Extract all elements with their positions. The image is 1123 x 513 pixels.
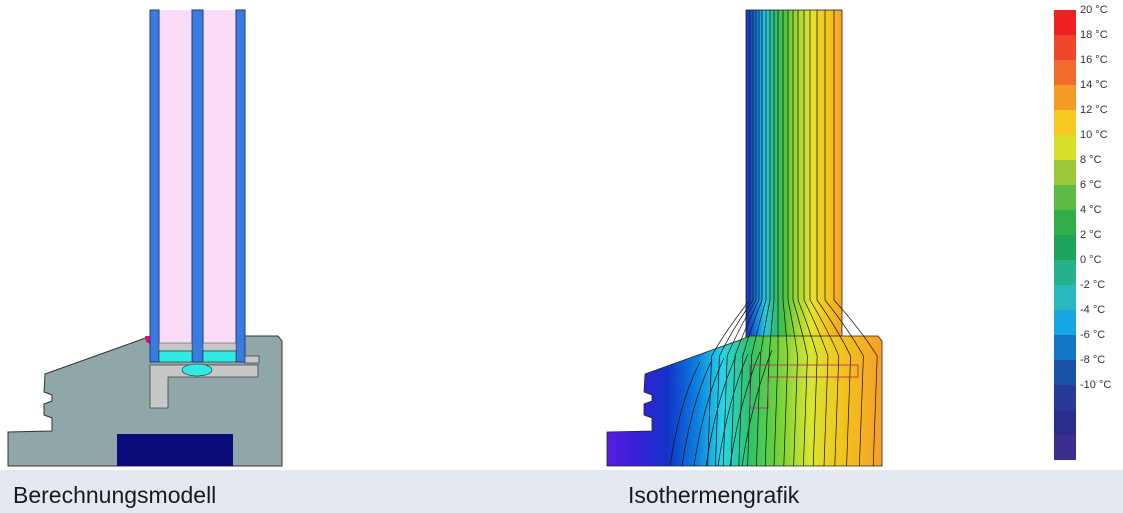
calculation-model-panel — [0, 0, 560, 470]
edge-seal-right — [202, 342, 237, 352]
isotherm-line — [792, 10, 808, 467]
calculation-model-drawing — [7, 9, 283, 467]
isotherm-line — [787, 10, 798, 467]
isotherm-line — [803, 10, 829, 467]
scale-swatch — [1054, 160, 1076, 185]
scale-label: -2 °C — [1080, 279, 1106, 291]
scale-swatch — [1054, 260, 1076, 285]
scale-swatch — [1054, 60, 1076, 85]
isotherm-line — [756, 10, 771, 467]
isotherm-line — [681, 359, 713, 467]
insulation-core — [117, 434, 233, 466]
scale-label: 4 °C — [1080, 204, 1102, 216]
scale-swatch — [1054, 310, 1076, 335]
isotherm-line — [715, 10, 754, 467]
scale-label: -10 °C — [1080, 379, 1112, 391]
isotherm-line — [782, 10, 789, 467]
scale-swatch — [1054, 85, 1076, 110]
setting-block — [181, 363, 213, 377]
isotherm-line — [816, 10, 851, 467]
scale-swatch — [1054, 335, 1076, 360]
scale-label: -6 °C — [1080, 329, 1106, 341]
isotherm-drawing — [606, 9, 883, 467]
isotherm-line — [824, 10, 864, 467]
scale-label: -8 °C — [1080, 354, 1106, 366]
isotherm-lines — [669, 10, 878, 467]
isotherm-line — [722, 10, 757, 467]
isotherm-line — [747, 10, 767, 467]
scale-label: 16 °C — [1080, 54, 1108, 66]
isotherm-line — [729, 351, 761, 467]
gas-cavity-left — [159, 10, 192, 346]
isotherm-line — [717, 353, 749, 467]
isotherm-line — [705, 355, 737, 467]
spacer-left — [158, 350, 193, 363]
scale-label: 14 °C — [1080, 79, 1108, 91]
scale-label: 12 °C — [1080, 104, 1108, 116]
scale-swatch — [1054, 110, 1076, 135]
isotherm-line — [707, 10, 751, 467]
caption-isotherm-graphic: Isothermengrafik — [628, 482, 800, 508]
scale-label: 18 °C — [1080, 29, 1108, 41]
caption-calculation-model: Berechnungsmodell — [13, 482, 217, 508]
scale-swatch — [1054, 385, 1076, 410]
isotherm-line — [693, 357, 725, 467]
isotherm-line — [730, 10, 760, 467]
isotherm-glazing-outline — [749, 364, 859, 409]
scale-label: 6 °C — [1080, 179, 1102, 191]
isotherm-line — [797, 10, 818, 467]
spacer-right — [202, 350, 237, 363]
isotherm-frame-region — [606, 335, 883, 467]
scale-label: 20 °C — [1080, 4, 1108, 16]
scale-swatch — [1054, 235, 1076, 260]
scale-swatch — [1054, 210, 1076, 235]
caption-bar: Berechnungsmodell Isothermengrafik — [0, 470, 1123, 513]
scale-swatch — [1054, 10, 1076, 35]
scale-label: 10 °C — [1080, 129, 1108, 141]
scale-swatch — [1054, 360, 1076, 385]
glazing-support-profile — [149, 364, 259, 409]
isotherm-line — [741, 349, 773, 467]
glass-pane-inner — [235, 9, 246, 363]
edge-seal-left — [158, 342, 193, 352]
scale-label: 2 °C — [1080, 229, 1102, 241]
temperature-scale: 20 °C 18 °C 16 °C 14 °C 12 °C 10 °C 8 °C 6 °C 4 … — [1054, 4, 1123, 460]
isotherm-line — [833, 10, 878, 467]
scale-swatch — [1054, 185, 1076, 210]
isotherm-line — [764, 10, 775, 467]
isotherm-glass-region — [745, 9, 843, 341]
isotherm-panel: 20 °C 18 °C 16 °C 14 °C 12 °C 10 °C 8 °C 6 °C 4 … — [560, 0, 1123, 470]
scale-label: 0 °C — [1080, 254, 1102, 266]
scale-swatch — [1054, 135, 1076, 160]
scale-swatch — [1054, 435, 1076, 460]
isotherm-line — [773, 10, 779, 467]
scale-label: -4 °C — [1080, 304, 1106, 316]
gas-cavity-right — [203, 10, 236, 346]
isotherm-line — [809, 10, 840, 467]
glass-pane-middle — [191, 9, 204, 363]
isotherm-line — [669, 361, 701, 467]
scale-swatch — [1054, 285, 1076, 310]
scale-swatch — [1054, 35, 1076, 60]
isotherm-line — [738, 10, 763, 467]
scale-swatch — [1054, 410, 1076, 435]
scale-label: 8 °C — [1080, 154, 1102, 166]
glass-pane-outer — [149, 9, 160, 363]
bead-strip — [244, 355, 260, 364]
